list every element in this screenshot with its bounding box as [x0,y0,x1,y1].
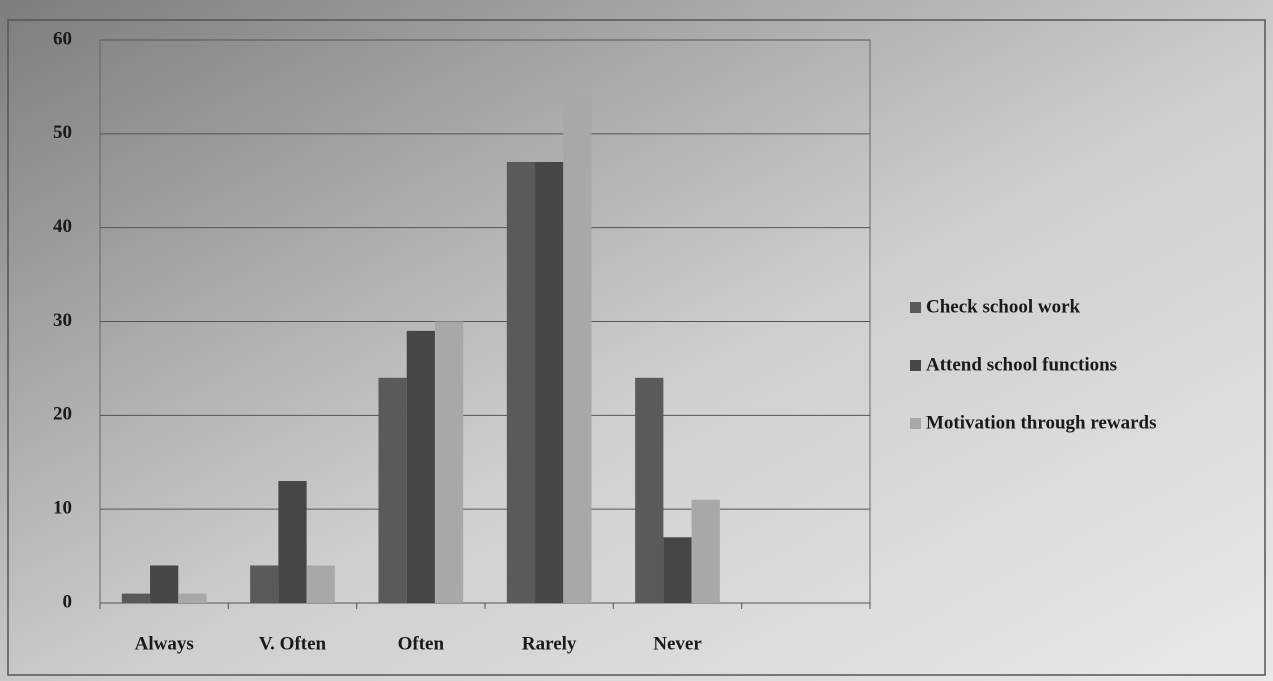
bar [150,565,179,603]
bar [121,593,151,603]
bar [663,537,692,603]
y-tick-label: 10 [53,498,72,519]
bar [178,593,207,603]
legend-swatch [910,418,921,429]
bar [278,481,307,603]
y-tick-label: 50 [53,122,72,143]
bar [434,321,464,603]
y-tick-label: 30 [53,310,72,331]
bar [378,377,407,603]
bar [250,565,279,603]
x-tick-label: V. Often [259,633,327,654]
legend-swatch [910,360,921,371]
legend-label: Check school work [926,296,1081,317]
frame [7,19,1266,676]
legend-label: Motivation through rewards [926,412,1156,433]
y-tick-label: 0 [63,591,73,612]
bar [635,377,664,603]
y-tick-label: 20 [53,404,72,425]
bar [535,161,564,603]
x-tick-label: Never [653,633,702,654]
x-tick-label: Always [135,633,194,654]
bar [691,499,720,603]
bar [506,161,536,603]
bar [563,96,592,604]
legend-label: Attend school functions [926,354,1117,375]
bar [306,565,335,603]
x-tick-label: Often [398,633,445,654]
y-tick-label: 60 [53,28,72,49]
x-tick-label: Rarely [522,633,577,654]
bar [406,330,435,603]
legend-swatch [910,302,921,313]
y-tick-label: 40 [53,216,72,237]
